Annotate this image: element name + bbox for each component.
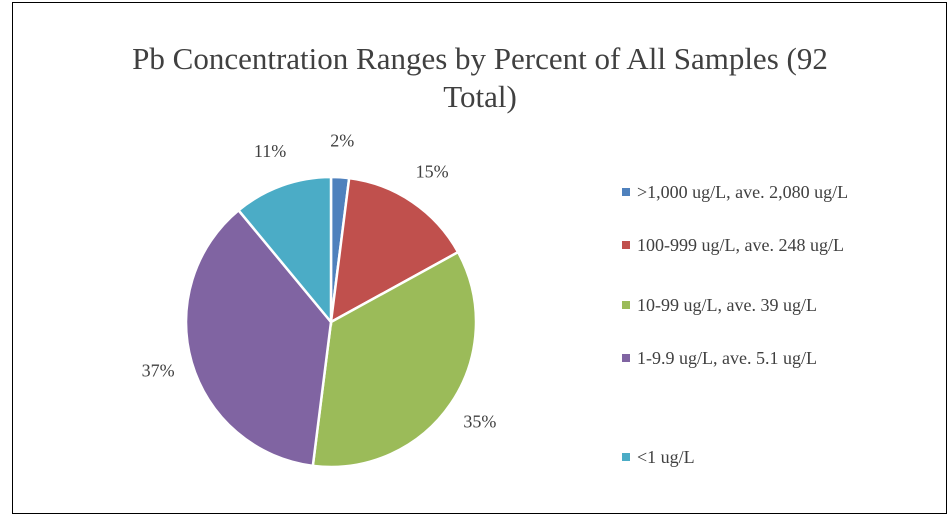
pie-slice (236, 175, 333, 326)
data-label: 37% (142, 360, 175, 380)
legend-label: 100-999 ug/L, ave. 248 ug/L (637, 235, 844, 255)
legend-label: 10-99 ug/L, ave. 39 ug/L (637, 295, 817, 315)
legend-entry: 1-9.9 ug/L, ave. 5.1 ug/L (618, 346, 943, 371)
pie-slice (311, 250, 478, 469)
legend-swatch (622, 241, 630, 249)
legend-entry: >1,000 ug/L, ave. 2,080 ug/L (618, 180, 943, 205)
legend-label: >1,000 ug/L, ave. 2,080 ug/L (637, 182, 849, 202)
pie-slice (184, 208, 333, 468)
legend-label: <1 ug/L (637, 447, 695, 467)
chart-title: Pb Concentration Ranges by Percent of Al… (132, 41, 828, 114)
data-label: 35% (463, 411, 496, 431)
legend-entry: 10-99 ug/L, ave. 39 ug/L (618, 293, 943, 318)
legend-entry: <1 ug/L (618, 445, 943, 470)
legend-swatch (622, 301, 630, 309)
legend-swatch (622, 354, 630, 362)
data-label: 2% (330, 130, 354, 150)
chart-frame (12, 2, 947, 514)
legend-swatch (622, 188, 630, 196)
legend-swatch (622, 453, 630, 461)
data-label: 15% (416, 161, 449, 181)
legend-entry: 100-999 ug/L, ave. 248 ug/L (618, 233, 943, 258)
data-label: 11% (254, 141, 286, 161)
legend-label: 1-9.9 ug/L, ave. 5.1 ug/L (637, 348, 817, 368)
pie-slice (329, 176, 460, 325)
